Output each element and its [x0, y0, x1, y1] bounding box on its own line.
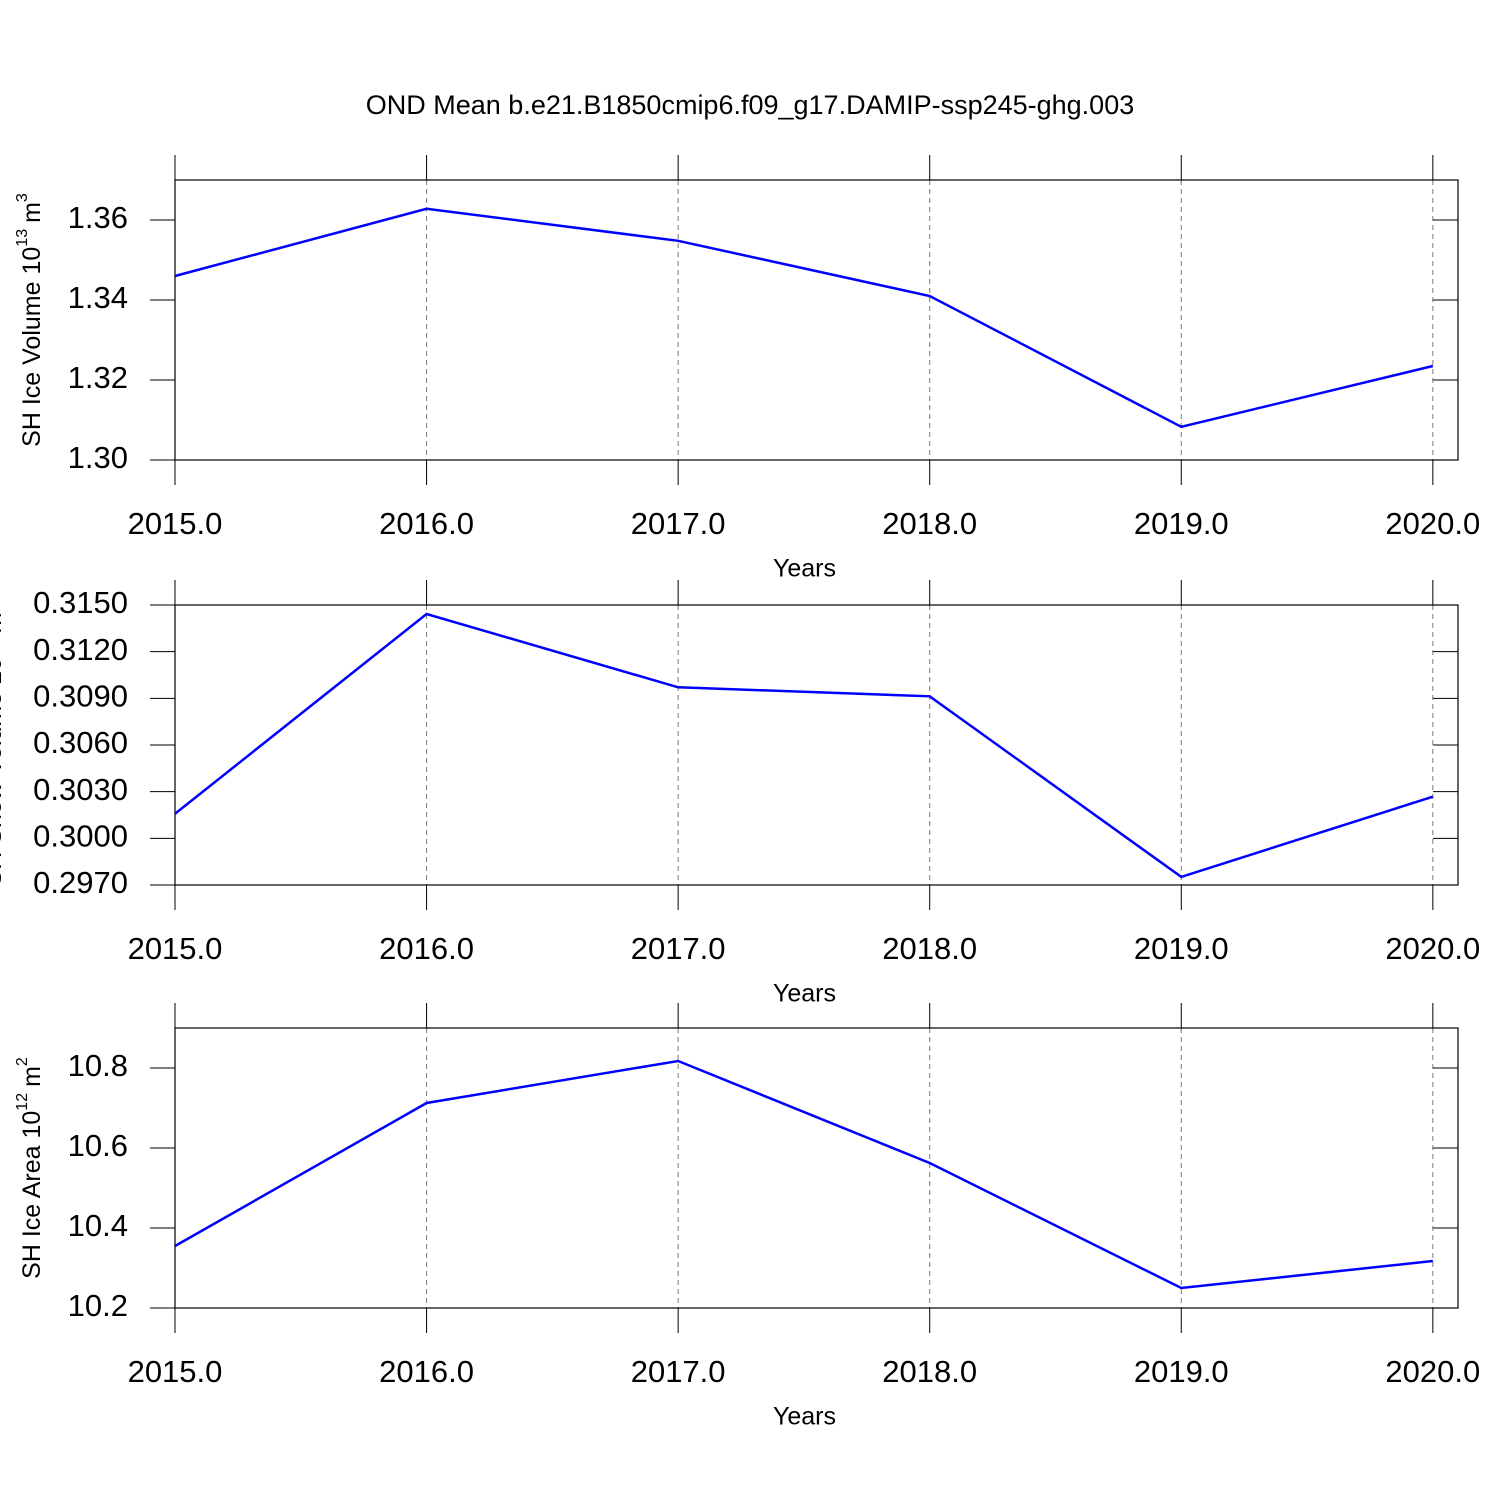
- data-line: [174, 1059, 1433, 1290]
- y-label-unit: m: [18, 202, 46, 223]
- y-tick-label: 0.3030: [33, 772, 128, 807]
- y-tick-label: 1.30: [68, 440, 128, 475]
- y-tick-label: 10.2: [68, 1288, 128, 1323]
- x-tick-label: 2015.0: [128, 506, 223, 541]
- y-tick-label: 1.34: [68, 280, 128, 315]
- x-tick-label: 2016.0: [379, 506, 474, 541]
- x-tick-label: 2020.0: [1385, 506, 1480, 541]
- x-tick-label: 2017.0: [631, 1354, 726, 1389]
- x-axis-label: Years: [773, 555, 836, 583]
- y-tick-label: 10.6: [68, 1128, 128, 1163]
- x-tick-label: 2018.0: [882, 1354, 977, 1389]
- x-tick-label: 2015.0: [128, 1354, 223, 1389]
- figure-title: OND Mean b.e21.B1850cmip6.f09_g17.DAMIP-…: [366, 90, 1134, 120]
- y-tick-label: 0.3000: [33, 819, 128, 854]
- plot-frame: [174, 1027, 1459, 1309]
- x-tick-label: 2019.0: [1134, 506, 1229, 541]
- y-tick-label: 10.8: [68, 1048, 128, 1083]
- x-tick-label: 2019.0: [1134, 1354, 1229, 1389]
- x-tick-label: 2016.0: [379, 931, 474, 966]
- y-label-text: SH Ice Volume 10: [18, 247, 46, 447]
- x-tick-label: 2016.0: [379, 1354, 474, 1389]
- y-tick-label: 0.3120: [33, 632, 128, 667]
- x-tick-label: 2019.0: [1134, 931, 1229, 966]
- x-tick-label: 2017.0: [631, 931, 726, 966]
- y-tick-label: 0.3060: [33, 725, 128, 760]
- y-axis-label: SH Ice Volume 1013 m3: [14, 193, 45, 447]
- data-line: [174, 612, 1434, 879]
- y-label-text: SH Snow Volume 10: [0, 657, 7, 886]
- x-tick-label: 2018.0: [882, 931, 977, 966]
- y-tick-label: 1.36: [68, 200, 128, 235]
- y-axis-label: SH Snow Volume 1013m3: [0, 603, 7, 886]
- y-tick-label: 0.3090: [33, 679, 128, 714]
- x-tick-label: 2020.0: [1385, 1354, 1480, 1389]
- y-label-text: SH Ice Area 10: [18, 1111, 46, 1279]
- data-line: [174, 207, 1434, 429]
- y-tick-label: 10.4: [68, 1208, 128, 1243]
- y-tick-label: 1.32: [68, 360, 128, 395]
- plot-frame: [174, 179, 1459, 461]
- x-tick-label: 2018.0: [882, 506, 977, 541]
- x-axis-label: Years: [773, 1403, 836, 1431]
- y-label-exponent: 12: [14, 1093, 31, 1111]
- y-label-unit: m: [18, 1066, 46, 1087]
- x-tick-label: 2015.0: [128, 931, 223, 966]
- y-tick-label: 0.3150: [33, 585, 128, 620]
- plot-frame: [174, 604, 1459, 886]
- y-label-unit: m: [0, 612, 7, 633]
- y-label-exponent: 13: [14, 229, 31, 247]
- x-tick-label: 2017.0: [631, 506, 726, 541]
- y-label-unit-exponent: 3: [14, 193, 31, 202]
- y-axis-label: SH Ice Area 1012 m2: [14, 1057, 45, 1279]
- y-tick-label: 0.2970: [33, 865, 128, 900]
- x-tick-label: 2020.0: [1385, 931, 1480, 966]
- x-axis-label: Years: [773, 980, 836, 1008]
- y-label-unit-exponent: 2: [14, 1057, 31, 1066]
